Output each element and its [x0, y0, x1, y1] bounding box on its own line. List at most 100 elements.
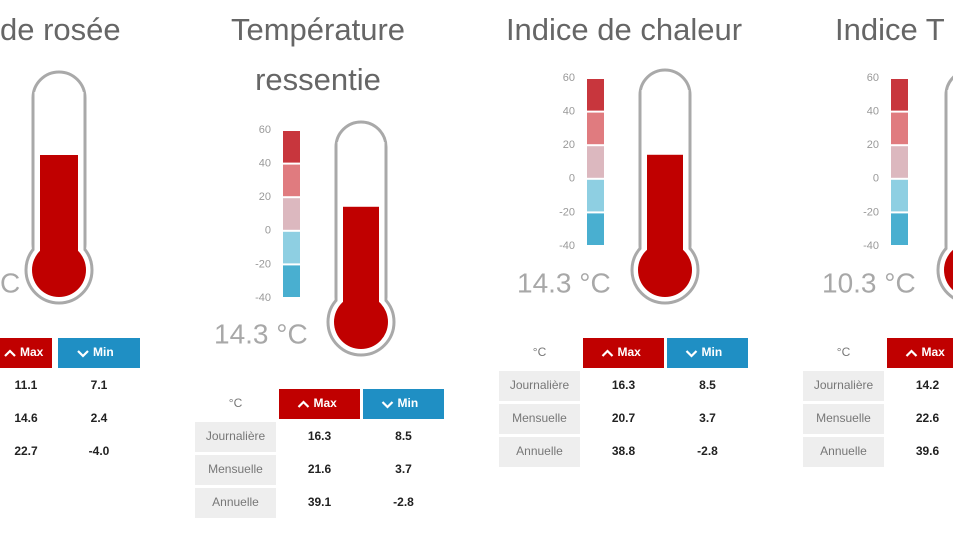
max-header-label: Max: [314, 396, 338, 410]
scale-label: 60: [563, 72, 575, 84]
min-header: [58, 338, 140, 368]
max-value: 16.3: [612, 378, 636, 392]
max-value: 11.1: [15, 378, 38, 392]
max-value: 39.1: [308, 495, 332, 509]
scale-label: -40: [255, 292, 271, 304]
min-header-label: Min: [93, 345, 114, 359]
row-label: Annuelle: [212, 495, 259, 509]
scale-segment: [283, 164, 300, 197]
reading: 10.3 °C: [822, 267, 916, 298]
scale-label: 40: [867, 106, 879, 118]
min-value: 3.7: [699, 411, 716, 425]
scale-label: -40: [559, 240, 575, 252]
scale-segment: [283, 265, 300, 297]
row-label-bg: [499, 437, 580, 467]
reading: 14.3 °C: [517, 267, 611, 298]
max-value: 14.2: [916, 378, 940, 392]
scale-segment: [283, 198, 300, 230]
min-value: 7.1: [91, 378, 108, 392]
min-header: [363, 389, 444, 419]
scale-segment: [587, 146, 604, 178]
unit-header: °C: [533, 345, 547, 359]
scale-label: 0: [873, 173, 879, 185]
panel-title: ressentie: [255, 62, 381, 97]
chevron-icon: [4, 349, 16, 357]
min-value: -4.0: [89, 444, 110, 458]
panel: Température ressentie 60 40 20 0 -20 -40 14.3 °C…: [195, 12, 444, 518]
row-label-bg: [803, 371, 884, 401]
chevron-icon: [685, 350, 698, 358]
max-value: 22.6: [916, 411, 940, 425]
row-label-bg: [195, 422, 276, 452]
chevron-icon: [601, 349, 614, 357]
thermometer-bulb: [334, 295, 388, 349]
scale-segment: [891, 146, 908, 178]
min-value: 8.5: [699, 378, 716, 392]
min-value: -2.8: [697, 444, 718, 458]
max-value: 20.7: [612, 411, 636, 425]
row-label: Journalière: [814, 378, 874, 392]
reading: 14.3 °C: [214, 318, 308, 349]
row-label-bg: [803, 404, 884, 434]
min-header-label: Min: [702, 345, 723, 359]
scale-label: -20: [255, 258, 271, 270]
max-value: 39.6: [916, 444, 940, 458]
unit-header: °C: [229, 396, 243, 410]
row-label-bg: [195, 455, 276, 485]
row-label: Mensuelle: [512, 411, 567, 425]
min-value: -2.8: [393, 495, 414, 509]
max-header: [887, 338, 953, 368]
panel: de rosée C Max Min 11.1 7.1 14.6 2.4 22.7 -4.0: [0, 12, 140, 458]
min-value: 3.7: [395, 462, 412, 476]
scale-label: 60: [259, 124, 271, 136]
max-header-label: Max: [618, 345, 642, 359]
scale-label: 20: [563, 139, 575, 151]
panel-title: Indice T: [835, 12, 945, 47]
max-value: 21.6: [308, 462, 332, 476]
scale-segment: [891, 112, 908, 145]
scale-segment: [587, 79, 604, 111]
chevron-icon: [297, 400, 310, 408]
row-label: Annuelle: [516, 444, 563, 458]
row-label: Journalière: [510, 378, 570, 392]
scale-label: 40: [259, 158, 271, 170]
max-value: 22.7: [14, 444, 38, 458]
unit-header: °C: [837, 345, 851, 359]
row-label-bg: [803, 437, 884, 467]
scale-label: -20: [559, 206, 575, 218]
scale-segment: [587, 213, 604, 245]
row-label: Annuelle: [820, 444, 867, 458]
row-label: Journalière: [206, 429, 266, 443]
min-value: 2.4: [91, 411, 108, 425]
row-label-bg: [499, 404, 580, 434]
max-header: [279, 389, 360, 419]
scale-label: 60: [867, 72, 879, 84]
chevron-icon: [905, 349, 918, 357]
max-header-label: Max: [922, 345, 946, 359]
scale-segment: [891, 179, 908, 212]
row-label: Mensuelle: [816, 411, 871, 425]
panel: Indice T 60 40 20 0 -20 -40 10.3 °C °C Max Journal…: [803, 12, 953, 467]
min-header: [667, 338, 748, 368]
row-label: Mensuelle: [208, 462, 263, 476]
scale-segment: [587, 179, 604, 212]
scale-label: 0: [265, 225, 271, 237]
scale-label: 0: [569, 173, 575, 185]
scale-label: 20: [867, 139, 879, 151]
scale-segment: [587, 112, 604, 145]
max-value: 14.6: [14, 411, 38, 425]
scale-segment: [891, 213, 908, 245]
scale-segment: [283, 131, 300, 163]
scale-segment: [283, 231, 300, 264]
row-label-bg: [499, 371, 580, 401]
panel-title: Température: [231, 12, 405, 47]
panel: Indice de chaleur 60 40 20 0 -20 -40 14.3 °C °C M…: [499, 12, 748, 467]
max-header: [583, 338, 664, 368]
reading: C: [0, 267, 20, 298]
thermometer-bulb: [944, 249, 953, 291]
scale-label: -20: [863, 206, 879, 218]
max-value: 16.3: [308, 429, 332, 443]
scale-label: -40: [863, 240, 879, 252]
min-header-label: Min: [398, 396, 419, 410]
